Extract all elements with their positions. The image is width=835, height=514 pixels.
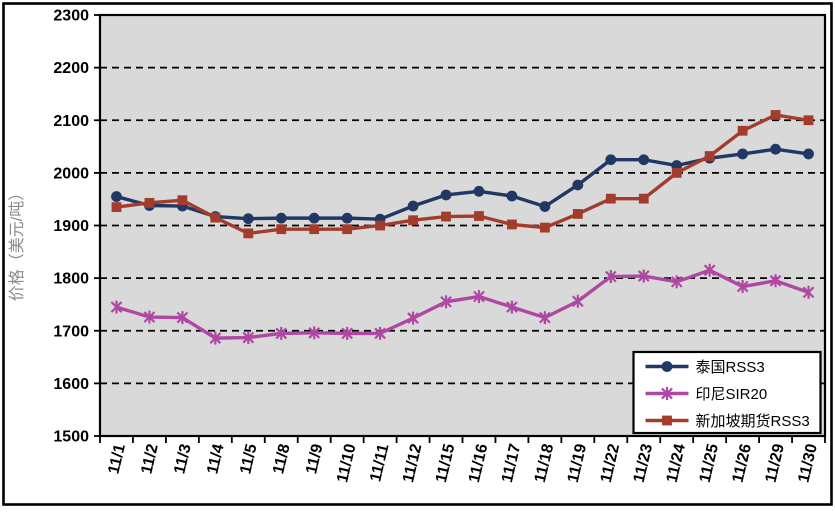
series-line xyxy=(115,268,810,340)
marker-asterisk xyxy=(407,312,419,324)
legend: 泰国RSS3 印尼SIR20 新加坡期货RSS3 xyxy=(632,350,822,435)
marker-square xyxy=(605,193,616,204)
marker-asterisk xyxy=(670,275,683,288)
marker-square xyxy=(737,125,748,136)
marker-square xyxy=(770,110,781,120)
y-tick-label: 2200 xyxy=(53,60,89,77)
marker-asterisk xyxy=(143,311,156,323)
marker-circle xyxy=(440,189,452,201)
marker-asterisk xyxy=(604,270,617,283)
marker-circle xyxy=(506,190,518,202)
marker-square xyxy=(441,211,451,222)
marker-square xyxy=(662,415,672,426)
marker-asterisk xyxy=(374,327,386,340)
y-tick-label: 1900 xyxy=(53,218,89,235)
legend-label: 印尼SIR20 xyxy=(696,386,768,403)
marker-asterisk xyxy=(736,280,749,293)
marker-circle xyxy=(407,200,419,212)
marker-circle xyxy=(737,148,749,160)
marker-circle xyxy=(638,154,650,166)
y-tick-label: 2300 xyxy=(53,8,89,25)
marker-square xyxy=(408,215,418,226)
marker-asterisk xyxy=(637,270,650,282)
y-tick-label: 1500 xyxy=(53,429,89,446)
marker-circle xyxy=(572,179,584,191)
marker-asterisk xyxy=(802,286,815,299)
x-tick-label: 11/3 xyxy=(171,442,194,475)
marker-square xyxy=(375,220,386,231)
x-tick-label: 11/9 xyxy=(303,442,326,475)
marker-square xyxy=(210,212,221,223)
y-axis-title: 价格（美元/吨） xyxy=(8,185,26,301)
series-泰国RSS3 xyxy=(111,143,814,225)
series-印尼SIR20 xyxy=(110,263,815,345)
marker-asterisk xyxy=(473,290,485,303)
y-tick-label: 1800 xyxy=(53,271,89,288)
marker-circle xyxy=(111,191,122,202)
marker-circle xyxy=(242,213,254,225)
marker-asterisk xyxy=(703,264,716,277)
marker-asterisk xyxy=(308,327,321,339)
marker-circle xyxy=(803,148,814,160)
marker-circle xyxy=(308,212,320,224)
y-tick-label: 1700 xyxy=(53,323,89,340)
marker-square xyxy=(144,197,155,208)
series-line xyxy=(116,147,809,221)
marker-asterisk xyxy=(341,327,354,340)
x-tick-label: 11/2 xyxy=(138,442,161,475)
marker-circle xyxy=(341,212,353,224)
marker-asterisk xyxy=(209,332,222,344)
x-tick-label: 11/8 xyxy=(270,442,293,475)
x-tick-label: 11/1 xyxy=(105,442,128,475)
series-新加坡期货RSS3 xyxy=(111,110,814,239)
y-tick-label: 1600 xyxy=(53,376,89,393)
marker-asterisk xyxy=(275,327,288,340)
marker-asterisk xyxy=(506,301,518,313)
marker-square xyxy=(572,209,583,219)
marker-circle xyxy=(605,154,617,166)
x-tick-label: 11/4 xyxy=(204,442,227,475)
marker-asterisk xyxy=(571,295,584,308)
marker-asterisk xyxy=(661,387,673,400)
series-line xyxy=(116,113,809,236)
marker-square xyxy=(539,222,550,233)
legend-label: 泰国RSS3 xyxy=(696,359,765,376)
y-axis: 1500 1600 1700 1800 1900 2000 2100 2200 2300 xyxy=(53,8,100,446)
marker-circle xyxy=(770,143,781,155)
marker-circle xyxy=(473,185,485,197)
marker-square xyxy=(803,115,814,126)
marker-square xyxy=(111,202,122,212)
y-tick-label: 2000 xyxy=(53,165,89,182)
marker-square xyxy=(276,224,287,235)
marker-asterisk xyxy=(242,331,255,344)
legend-label: 新加坡期货RSS3 xyxy=(696,413,810,430)
x-tick-label: 11/5 xyxy=(237,442,260,475)
marker-asterisk xyxy=(110,301,123,313)
marker-square xyxy=(309,224,320,235)
marker-circle xyxy=(661,361,673,372)
marker-square xyxy=(638,193,649,204)
marker-square xyxy=(671,167,682,178)
marker-square xyxy=(243,228,254,239)
marker-asterisk xyxy=(539,311,551,324)
marker-circle xyxy=(275,212,287,224)
marker-asterisk xyxy=(440,295,452,308)
marker-square xyxy=(177,195,188,206)
gridlines xyxy=(100,66,825,385)
marker-square xyxy=(474,211,484,221)
marker-asterisk xyxy=(176,311,189,324)
marker-square xyxy=(342,224,353,235)
marker-asterisk xyxy=(769,274,782,287)
marker-circle xyxy=(539,201,551,212)
marker-square xyxy=(704,151,715,161)
marker-square xyxy=(507,219,517,230)
y-tick-label: 2100 xyxy=(53,113,89,130)
